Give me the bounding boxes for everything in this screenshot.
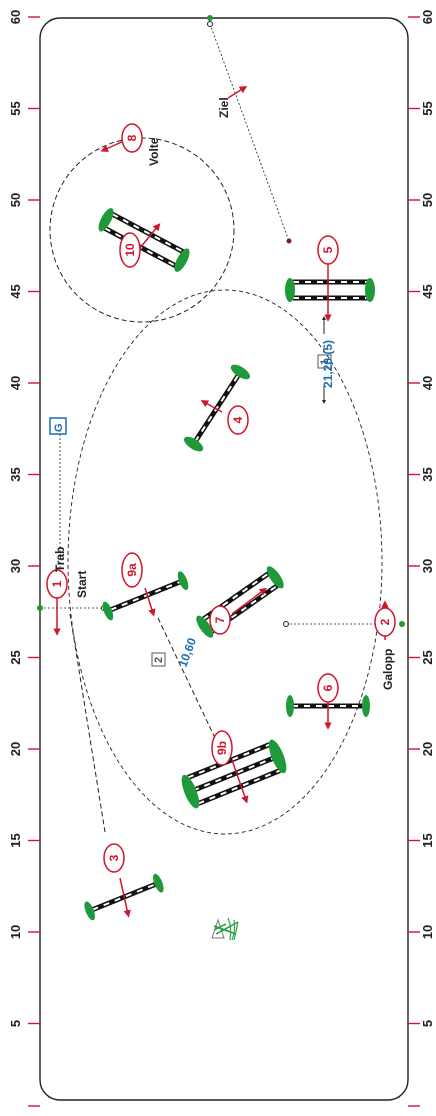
obstacle-number-8: 8: [121, 123, 143, 153]
arena-boundary: [39, 17, 409, 1101]
course-path: [40, 21, 383, 835]
finish-point: [207, 21, 213, 27]
svg-text:1: 1: [50, 580, 64, 587]
scale-label: 25: [8, 650, 23, 664]
obstacle-number-9a: 9a: [121, 552, 143, 588]
svg-text:2: 2: [378, 618, 392, 625]
canter-circle: [67, 289, 383, 835]
canter-point: [283, 621, 289, 627]
obstacle-9b: [181, 739, 287, 809]
scale-label: 15: [8, 833, 23, 847]
svg-text:8: 8: [125, 134, 139, 141]
obstacle-7-direction: [231, 587, 267, 615]
obstacle-3-direction: [119, 877, 131, 918]
distance-1: 1 21,20 (5): [317, 316, 335, 404]
svg-text:G: G: [53, 423, 65, 432]
obstacle-9a: [102, 571, 189, 621]
obstacle-number-1: 1: [46, 569, 68, 599]
svg-text:9b: 9b: [215, 741, 229, 755]
flag-canter-right: [399, 621, 405, 627]
obstacle-number-4: 4: [227, 405, 249, 435]
distance-2: 2 10,60: [151, 636, 200, 669]
scale-label: 10: [8, 925, 23, 939]
svg-text:7: 7: [213, 616, 227, 623]
obstacle-4-direction: [200, 400, 223, 413]
scale-label: 20: [420, 742, 435, 756]
scale-label: 60: [420, 10, 435, 24]
label-start: Start: [75, 571, 89, 598]
obstacle-number-10: 10: [119, 232, 141, 268]
obstacle-number-9b: 9b: [211, 730, 233, 766]
scale-label: 55: [8, 101, 23, 115]
distance-1-value: 21,20 (5): [321, 340, 335, 388]
svg-text:2: 2: [153, 657, 165, 663]
flag-finish-left: [207, 15, 213, 21]
obstacle-9b-direction: [231, 759, 249, 804]
scale-label: 45: [420, 284, 435, 298]
obstacle-7: [196, 566, 284, 638]
svg-text:9a: 9a: [125, 563, 139, 577]
label-finish: Ziel: [217, 97, 231, 118]
obstacle-10: [98, 208, 190, 272]
svg-text:1: 1: [319, 359, 331, 365]
obstacle-10-direction: [139, 223, 161, 249]
scale-label: 30: [8, 559, 23, 573]
scale-label: 40: [420, 376, 435, 390]
scale-label: 20: [8, 742, 23, 756]
scale-label: 5: [8, 1020, 23, 1027]
finish-direction: [227, 86, 248, 99]
plant-icon: [211, 917, 239, 941]
svg-text:4: 4: [231, 416, 245, 423]
scale-label: 35: [420, 467, 435, 481]
scale-label: 25: [420, 650, 435, 664]
svg-text:3: 3: [107, 854, 121, 861]
obstacle-number-6: 6: [317, 673, 339, 703]
marker-red-finish: [286, 238, 292, 244]
obstacle-5: [285, 262, 375, 322]
scale-label: 50: [8, 193, 23, 207]
flag-start-left: [37, 605, 43, 611]
distance-2-value: 10,60: [176, 636, 200, 669]
obstacle-4: [183, 364, 251, 452]
scale-label: 40: [8, 376, 23, 390]
scale-label: 55: [420, 101, 435, 115]
svg-text:10: 10: [123, 243, 137, 257]
path-to-3: [69, 613, 106, 833]
scale-label: 50: [420, 193, 435, 207]
obstacle-number-5: 5: [317, 235, 339, 265]
obstacle-6: [286, 688, 370, 730]
finish-path: [209, 23, 290, 242]
scale-label: 60: [8, 10, 23, 24]
scale-label: 35: [8, 467, 23, 481]
obstacle-number-3: 3: [103, 843, 125, 873]
distance-line-9a-9b: [157, 617, 216, 739]
scale-label: 30: [420, 559, 435, 573]
label-volte: Volte: [147, 137, 161, 166]
svg-text:5: 5: [321, 246, 335, 253]
scale-label: 45: [8, 284, 23, 298]
scale-label: 10: [420, 925, 435, 939]
label-trot: Trab: [53, 547, 67, 572]
obstacle-number-7: 7: [209, 605, 231, 635]
obstacle-number-2: 2: [374, 607, 396, 637]
svg-text:6: 6: [321, 684, 335, 691]
obstacle-numbers: 1 2 3 4 5 6 7 8 9a 9b 10: [46, 123, 396, 873]
gate-box: G: [49, 417, 67, 435]
obstacle-9a-direction: [144, 587, 156, 617]
scale-label: 15: [420, 833, 435, 847]
scale-label: 5: [420, 1020, 435, 1027]
label-canter: Galopp: [381, 649, 395, 690]
